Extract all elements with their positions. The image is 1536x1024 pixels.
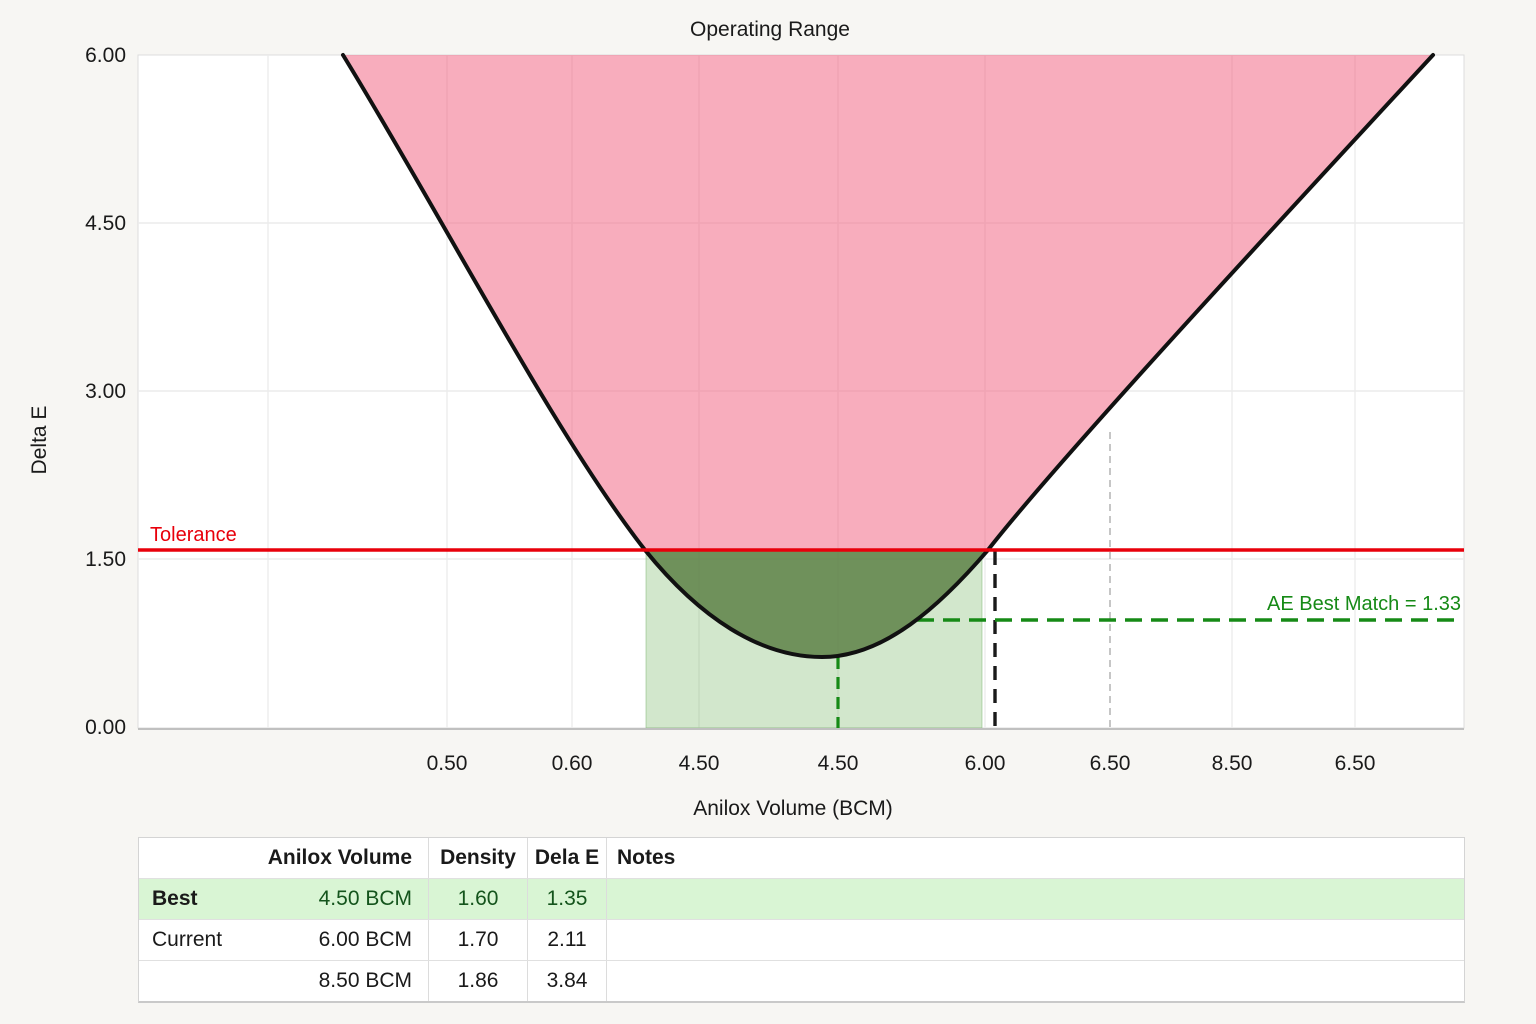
operating-range-chart: Operating Range Delta E 6.00 4.50 3.00 1… xyxy=(28,18,1465,820)
in-tolerance-region xyxy=(646,551,988,657)
header-dela-e: Dela E xyxy=(528,838,607,878)
cell-anilox: 6.00 BCM xyxy=(251,920,429,960)
header-row-label xyxy=(139,838,251,878)
x-tick: 0.60 xyxy=(552,752,593,775)
x-tick: 4.50 xyxy=(818,752,859,775)
row-label: Current xyxy=(152,928,223,951)
chart-title: Operating Range xyxy=(690,18,850,41)
row-label xyxy=(139,961,251,1001)
x-axis-title: Anilox Volume (BCM) xyxy=(693,797,893,820)
x-tick: 6.50 xyxy=(1090,752,1131,775)
y-tick: 3.00 xyxy=(85,380,126,403)
y-tick: 0.00 xyxy=(85,716,126,739)
cell-dela-e: 1.35 xyxy=(528,879,607,919)
header-anilox-volume: Anilox Volume xyxy=(251,838,429,878)
cell-anilox: 4.50 BCM xyxy=(251,879,429,919)
best-match-label: AE Best Match = 1.33 xyxy=(1267,593,1461,615)
cell-dela-e: 2.11 xyxy=(528,920,607,960)
table-row-best: Best 4.50 BCM 1.60 1.35 xyxy=(139,879,1464,920)
y-tick: 4.50 xyxy=(85,212,126,235)
x-tick: 6.50 xyxy=(1335,752,1376,775)
delta-e-curve xyxy=(341,53,1435,660)
row-label: Best xyxy=(152,887,198,910)
y-axis-title: Delta E xyxy=(28,406,51,475)
results-table: Anilox Volume Density Dela E Notes Best … xyxy=(138,837,1465,1003)
cell-dela-e: 3.84 xyxy=(528,961,607,1001)
tolerance-label: Tolerance xyxy=(150,524,237,546)
cell-anilox: 8.50 BCM xyxy=(251,961,429,1001)
table-row-current: Current 6.00 BCM 1.70 2.11 xyxy=(139,920,1464,961)
cell-notes xyxy=(607,961,1464,1001)
x-tick: 8.50 xyxy=(1212,752,1253,775)
cell-density: 1.70 xyxy=(429,920,528,960)
y-tick: 1.50 xyxy=(85,548,126,571)
header-notes: Notes xyxy=(617,846,676,869)
table-row-third: 8.50 BCM 1.86 3.84 xyxy=(139,961,1464,1001)
x-tick: 0.50 xyxy=(427,752,468,775)
y-tick-labels: 6.00 4.50 3.00 1.50 0.00 xyxy=(85,44,126,739)
table-header-row: Anilox Volume Density Dela E Notes xyxy=(139,838,1464,879)
header-density: Density xyxy=(429,838,528,878)
x-tick: 4.50 xyxy=(679,752,720,775)
x-tick: 6.00 xyxy=(965,752,1006,775)
cell-density: 1.86 xyxy=(429,961,528,1001)
x-tick-labels: 0.50 0.60 4.50 4.50 6.00 6.50 8.50 6.50 xyxy=(427,752,1376,775)
cell-notes xyxy=(607,920,1464,960)
y-tick: 6.00 xyxy=(85,44,126,67)
cell-density: 1.60 xyxy=(429,879,528,919)
cell-notes xyxy=(607,879,1464,919)
